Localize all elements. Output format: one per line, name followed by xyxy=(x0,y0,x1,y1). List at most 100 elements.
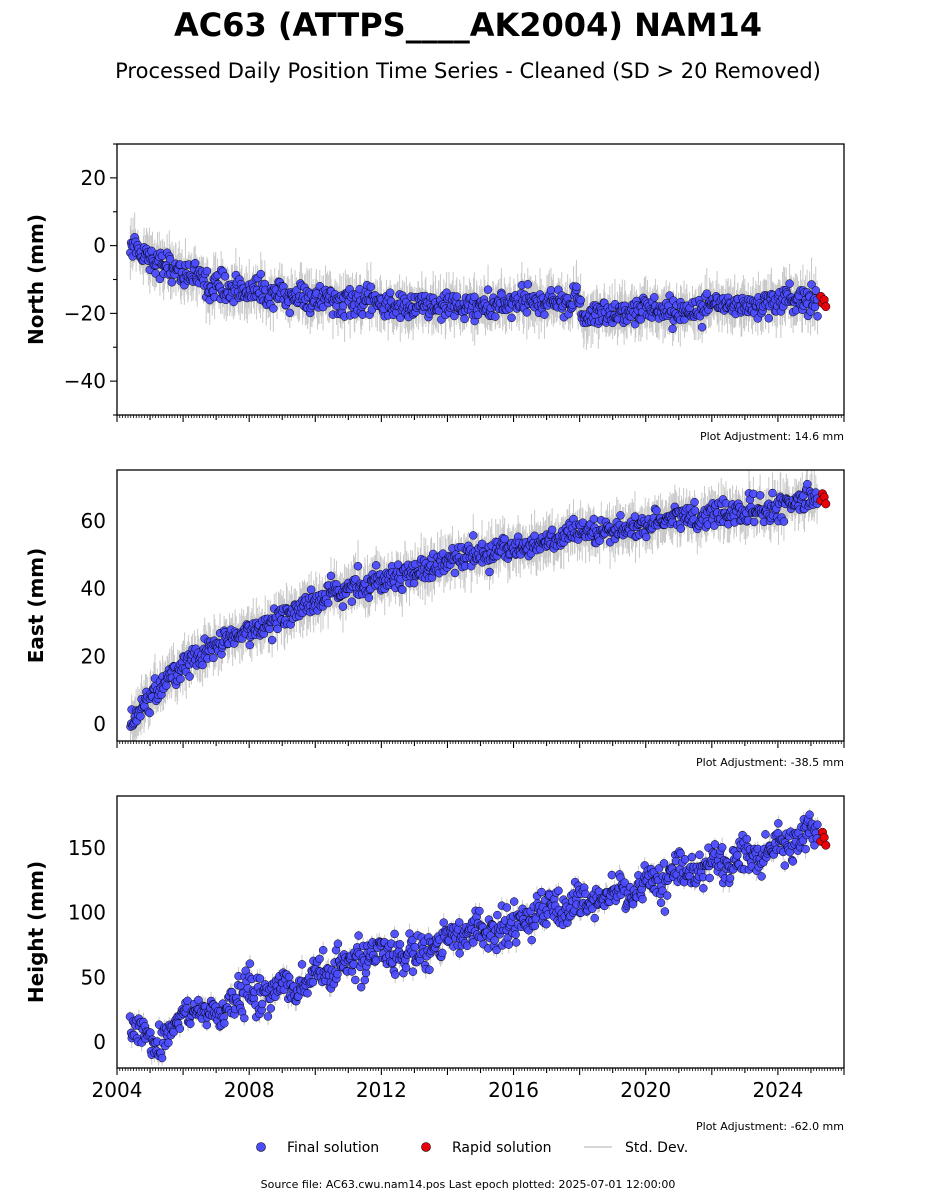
final-solution-point xyxy=(702,289,712,298)
final-solution-point xyxy=(668,324,677,334)
final-solution-point xyxy=(398,585,407,594)
final-solution-point xyxy=(595,536,604,545)
final-solution-point xyxy=(202,266,212,276)
final-solution-point xyxy=(245,640,254,650)
final-solution-point xyxy=(630,512,640,521)
chart-subtitle: Processed Daily Position Time Series - C… xyxy=(115,59,821,83)
final-solution-point xyxy=(167,278,177,287)
final-solution-point xyxy=(256,269,266,279)
final-solution-point xyxy=(323,598,333,608)
final-solution-point xyxy=(220,272,230,281)
final-solution-point xyxy=(176,674,185,684)
final-solution-point xyxy=(523,280,533,289)
final-solution-point xyxy=(450,568,460,578)
final-solution-point xyxy=(589,514,599,524)
final-solution-point xyxy=(470,292,479,302)
final-solution-point xyxy=(473,310,483,320)
final-solution-point xyxy=(540,310,549,319)
final-solution-point xyxy=(371,561,381,570)
final-solution-point xyxy=(338,301,348,311)
final-solution-point xyxy=(690,506,700,515)
final-solution-point xyxy=(136,712,145,721)
final-solution-point xyxy=(385,288,395,297)
final-solution-point xyxy=(209,653,218,663)
final-solution-point xyxy=(353,561,363,571)
final-solution-point xyxy=(483,285,493,294)
plot-area xyxy=(126,212,831,350)
final-solution-point xyxy=(460,314,469,324)
rapid-solution-point xyxy=(821,302,831,312)
plot-adjustment-note: Plot Adjustment: 14.6 mm xyxy=(700,430,844,443)
final-solution-point xyxy=(546,286,556,295)
y-axis-label: North (mm) xyxy=(24,214,48,345)
final-solution-point xyxy=(807,280,816,289)
final-solution-point xyxy=(547,525,557,535)
final-solution-point xyxy=(779,517,789,526)
final-solution-point xyxy=(285,308,295,318)
plot-adjustment-note: Plot Adjustment: -38.5 mm xyxy=(696,756,844,769)
final-solution-point xyxy=(572,282,581,292)
rapid-solution-point xyxy=(821,499,831,509)
final-solution-point xyxy=(338,602,348,611)
y-axis-label: East (mm) xyxy=(24,548,48,664)
final-solution-point xyxy=(768,488,777,498)
final-solution-point xyxy=(500,534,509,544)
y-tick-label: 20 xyxy=(81,166,106,190)
y-tick-label: 0 xyxy=(93,712,106,736)
final-solution-point xyxy=(306,585,316,594)
y-tick-label: 20 xyxy=(81,644,106,668)
rapid-solution-points xyxy=(816,291,831,312)
final-solution-point xyxy=(576,295,585,305)
final-solution-point xyxy=(755,491,765,500)
final-solution-points xyxy=(126,233,822,334)
final-solution-point xyxy=(811,286,821,295)
final-solution-point xyxy=(749,517,759,527)
final-solution-point xyxy=(650,293,659,302)
final-solution-point xyxy=(785,279,794,288)
final-solution-point xyxy=(165,254,175,264)
chart-title: AC63 (ATTPS____AK2004) NAM14 xyxy=(174,6,762,44)
final-solution-point xyxy=(347,597,357,606)
y-tick-label: 0 xyxy=(93,234,106,258)
y-tick-label: 60 xyxy=(81,509,106,533)
final-solution-point xyxy=(697,322,707,332)
final-solution-point xyxy=(269,304,278,313)
final-solution-point xyxy=(273,624,282,634)
final-solution-point xyxy=(690,497,699,507)
final-solution-point xyxy=(507,313,516,323)
final-solution-point xyxy=(326,571,336,581)
final-solution-point xyxy=(185,672,194,681)
final-solution-points xyxy=(126,479,822,731)
final-solution-point xyxy=(810,302,820,312)
final-solution-point xyxy=(145,708,154,718)
final-solution-point xyxy=(162,681,171,690)
final-solution-point xyxy=(490,312,500,321)
plot-area xyxy=(126,470,831,741)
y-tick-label: −20 xyxy=(64,301,106,325)
panel-2: 0 20 40 60 East (mm) Plot Adjustment: -38.5 m… xyxy=(24,469,845,769)
final-solution-point xyxy=(652,506,661,515)
panels: −40 −20 0 20 North (mm) Plot Adjustment: 14.6… xyxy=(24,143,845,1133)
rapid-solution-points xyxy=(816,489,831,509)
plot-area xyxy=(125,808,831,1066)
panel-1: −40 −20 0 20 North (mm) Plot Adjustment: 14.6… xyxy=(24,143,845,443)
final-solution-point xyxy=(813,312,822,321)
final-solution-point xyxy=(267,635,277,645)
final-solution-point xyxy=(803,479,812,489)
final-solution-point xyxy=(366,282,376,292)
final-solution-point xyxy=(616,511,625,520)
final-solution-point xyxy=(190,258,200,268)
final-solution-point xyxy=(468,531,478,540)
final-solution-point xyxy=(764,314,774,323)
y-tick-label: 40 xyxy=(81,577,106,601)
final-solution-point xyxy=(676,524,686,533)
final-solution-point xyxy=(364,593,374,602)
final-solution-point xyxy=(641,532,651,542)
final-solution-point xyxy=(409,578,419,588)
final-solution-point xyxy=(522,308,532,317)
final-solution-point xyxy=(485,567,494,577)
final-solution-point xyxy=(452,292,462,301)
final-solution-point xyxy=(198,660,207,670)
